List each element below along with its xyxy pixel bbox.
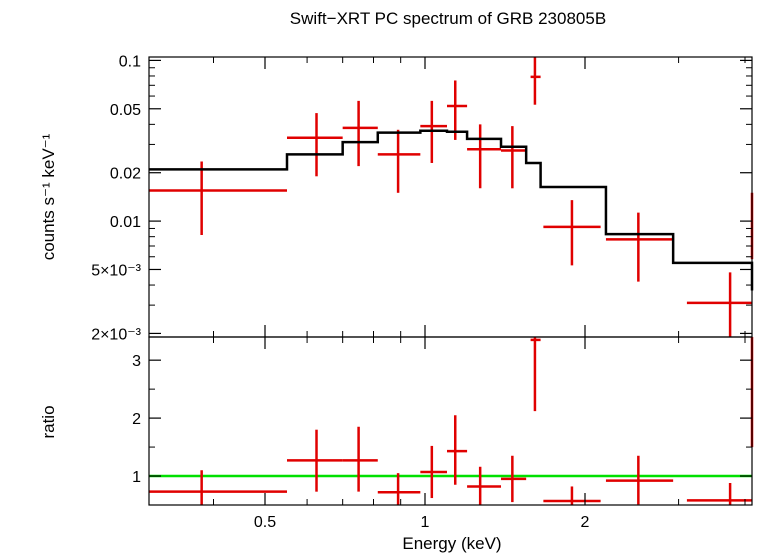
spectrum-ytick-label-4: 0.01 <box>110 214 141 231</box>
spectrum-point-12 <box>686 272 752 337</box>
ratio-point-10 <box>543 486 601 505</box>
x-axis-label: Energy (keV) <box>402 534 501 553</box>
spectrum-point-3 <box>342 100 378 167</box>
ratio-point-3 <box>342 426 378 492</box>
ratio-point-12 <box>686 482 752 505</box>
spectrum-point-1 <box>149 161 288 235</box>
spectrum-point-10 <box>543 200 601 266</box>
chart-title: Swift−XRT PC spectrum of GRB 230805B <box>290 9 606 28</box>
ratio-y-axis: 1 2 3 <box>132 353 752 506</box>
ratio-ytick-label-3: 3 <box>132 353 141 370</box>
ratio-point-8 <box>501 455 527 503</box>
spectrum-ytick-label-6: 2×10⁻³ <box>91 326 141 343</box>
spectrum-y-axis-label: counts s⁻¹ keV⁻¹ <box>39 133 58 260</box>
spectrum-ytick-label-3: 0.02 <box>110 166 141 183</box>
model-step-line <box>149 129 754 291</box>
spectrum-ytick-label-1: 0.1 <box>119 53 141 70</box>
spectrum-point-7 <box>467 124 502 189</box>
ratio-point-4 <box>377 473 421 505</box>
x-tick-label-1: 0.5 <box>254 514 276 531</box>
ratio-y-axis-label: ratio <box>39 405 58 438</box>
ratio-panel: 1 2 3 0.5 1 2 ratio <box>39 336 754 531</box>
ratio-x-axis: 0.5 1 2 <box>212 337 746 531</box>
ratio-ytick-label-1: 1 <box>132 469 141 486</box>
ratio-panel-frame <box>148 336 753 506</box>
spectrum-panel-frame <box>148 56 753 338</box>
spectrum-point-2 <box>287 113 343 177</box>
spectrum-point-9 <box>530 57 541 105</box>
x-tick-label-2: 1 <box>421 514 430 531</box>
spectrum-ytick-label-5: 5×10⁻³ <box>91 262 141 279</box>
spectrum-y-axis: 0.1 0.05 0.02 0.01 5×10⁻³ 2×10⁻³ <box>91 53 752 343</box>
x-tick-label-3: 2 <box>581 514 590 531</box>
ratio-data-points <box>149 337 754 505</box>
spectrum-point-6 <box>447 80 468 140</box>
spectrum-ytick-label-2: 0.05 <box>110 102 141 119</box>
spectrum-point-11 <box>605 212 674 282</box>
ratio-point-6 <box>447 415 468 485</box>
ratio-point-5 <box>420 445 448 499</box>
ratio-point-2 <box>287 429 343 492</box>
spectrum-model <box>149 129 754 291</box>
spectrum-panel: 0.1 0.05 0.02 0.01 5×10⁻³ 2×10⁻³ counts s⁻¹ k… <box>39 53 754 343</box>
ratio-point-9 <box>530 337 541 412</box>
ratio-ytick-label-2: 2 <box>132 411 141 428</box>
ratio-point-1 <box>149 470 288 505</box>
ratio-point-7 <box>467 466 502 505</box>
spectrum-x-ticks <box>212 57 746 337</box>
spectrum-point-4 <box>377 129 421 193</box>
ratio-point-11 <box>605 455 674 505</box>
spectrum-point-8 <box>501 126 527 189</box>
spectrum-data-points <box>149 57 754 337</box>
